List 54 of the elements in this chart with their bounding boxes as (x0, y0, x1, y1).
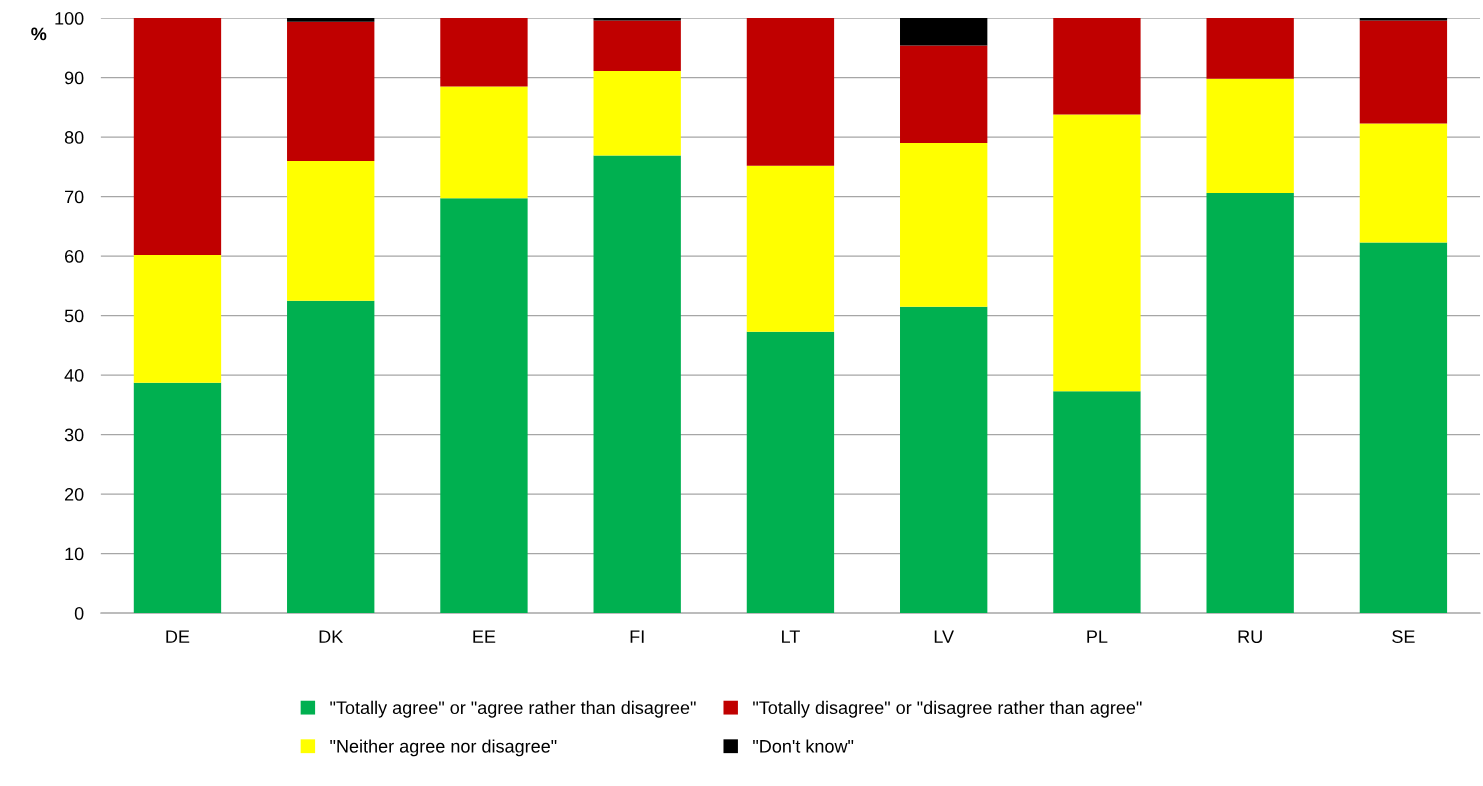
x-tick-label: DE (166, 630, 190, 643)
bar (746, 18, 835, 166)
x-tick-label: SE (1392, 630, 1415, 644)
bar (900, 306, 988, 614)
x-tick-label: FI (630, 630, 644, 643)
bar (133, 254, 222, 383)
y-tick-label: 90 (64, 71, 84, 85)
bar (593, 155, 681, 614)
bar (1053, 18, 1141, 115)
bar (746, 331, 835, 614)
bar (133, 382, 222, 614)
bar (900, 143, 988, 307)
y-tick-label: 60 (65, 250, 84, 263)
bar (593, 20, 681, 72)
bar (1359, 123, 1448, 243)
legend-label: "Don't know" (753, 739, 854, 753)
bar (440, 86, 528, 199)
legend-label: "Totally agree" or "agree rather than disagree" (330, 700, 696, 718)
bar (1206, 18, 1294, 79)
x-tick-label: RU (1238, 630, 1262, 644)
bar (287, 300, 375, 614)
legend-label: "Neither agree nor disagree" (330, 739, 557, 757)
y-tick-label: 10 (65, 547, 84, 561)
bar (900, 45, 988, 144)
bar (133, 18, 222, 255)
y-tick-label: 100 (55, 12, 84, 25)
y-tick-label: 40 (64, 369, 84, 382)
bar (287, 21, 375, 161)
x-tick-label: DK (319, 630, 344, 643)
bar (900, 18, 988, 46)
bar (593, 71, 681, 156)
y-tick-label: 0 (74, 607, 84, 620)
bar (287, 18, 375, 22)
y-tick-label: 70 (65, 190, 84, 204)
bar (1206, 193, 1294, 614)
bar (1206, 78, 1294, 194)
bar (1053, 391, 1141, 614)
x-tick-label: LV (934, 630, 954, 643)
legend-label: "Totally disagree" or "disagree rather than agree" (753, 700, 1142, 718)
y-axis-title: % (31, 27, 47, 41)
x-tick-label: EE (473, 630, 496, 643)
bar (440, 18, 528, 87)
x-tick-label: LT (782, 630, 800, 643)
y-tick-label: 20 (65, 488, 84, 501)
y-tick-label: 50 (64, 309, 84, 323)
bar (440, 198, 528, 614)
x-tick-label: PL (1087, 630, 1108, 643)
y-tick-label: 30 (64, 428, 84, 442)
y-tick-label: 80 (64, 131, 84, 144)
bar (1359, 242, 1448, 614)
bar (1359, 20, 1448, 124)
bar (746, 165, 835, 332)
bar (1053, 114, 1141, 392)
bar (287, 160, 375, 301)
